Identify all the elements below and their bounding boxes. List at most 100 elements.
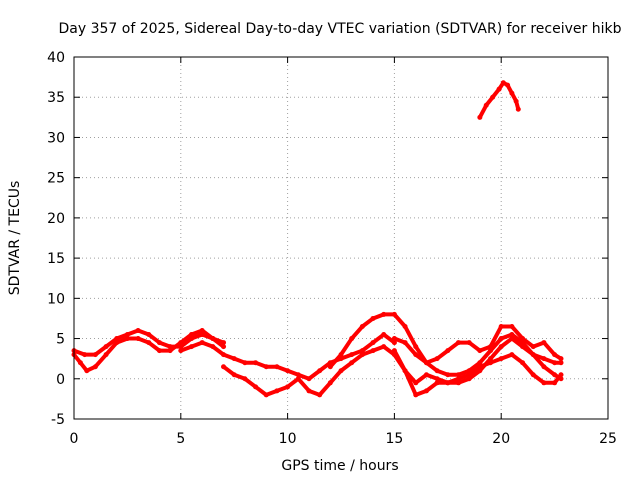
- data-point: [413, 392, 419, 398]
- data-point: [82, 352, 88, 358]
- data-point: [199, 332, 205, 338]
- data-point: [552, 360, 558, 366]
- series-line: [72, 328, 226, 373]
- data-point: [391, 340, 397, 346]
- series-track-6: [391, 323, 564, 366]
- x-tick-label: 5: [176, 431, 185, 447]
- data-point: [221, 352, 227, 358]
- data-point: [349, 360, 355, 366]
- data-point: [199, 328, 205, 334]
- data-point: [423, 388, 429, 394]
- data-point: [513, 98, 519, 104]
- data-point: [370, 348, 376, 354]
- data-point: [253, 384, 259, 390]
- data-point: [509, 332, 515, 338]
- data-point: [156, 340, 162, 346]
- data-point: [381, 344, 387, 350]
- data-point: [552, 372, 558, 378]
- data-point: [413, 344, 419, 350]
- y-tick-label: 0: [56, 372, 65, 388]
- data-point: [359, 323, 365, 329]
- data-point: [530, 352, 536, 358]
- data-point: [370, 340, 376, 346]
- data-point: [466, 340, 472, 346]
- data-point: [178, 348, 184, 354]
- data-point: [146, 332, 152, 338]
- data-point: [92, 364, 98, 370]
- data-point: [541, 380, 547, 386]
- data-point: [381, 332, 387, 338]
- data-point: [167, 344, 173, 350]
- data-point: [381, 311, 387, 317]
- data-point: [167, 348, 173, 354]
- data-point: [263, 392, 269, 398]
- y-tick-label: 20: [47, 211, 65, 227]
- ticks: 0 5 10 15 20 25 -5 0 5 10 15 20 25 30 35 40: [47, 50, 617, 447]
- data-point: [77, 360, 83, 366]
- data-point: [114, 336, 120, 342]
- x-tick-label: 20: [492, 431, 510, 447]
- data-point: [221, 340, 227, 346]
- data-point: [520, 336, 526, 342]
- data-point: [327, 380, 333, 386]
- data-point: [488, 344, 494, 350]
- data-point: [306, 376, 312, 382]
- data-point: [84, 368, 90, 374]
- data-point: [500, 80, 506, 86]
- data-point: [455, 372, 461, 378]
- data-point: [520, 360, 526, 366]
- data-point: [391, 348, 397, 354]
- data-point: [505, 82, 511, 88]
- data-point: [490, 94, 496, 100]
- data-point: [327, 364, 333, 370]
- data-point: [317, 392, 323, 398]
- data-point: [317, 368, 323, 374]
- grid: [74, 57, 608, 419]
- data-point: [156, 348, 162, 354]
- plot-frame: [73, 56, 609, 420]
- data-point: [498, 344, 504, 350]
- data-point: [541, 356, 547, 362]
- data-point: [210, 336, 216, 342]
- data-point: [509, 90, 515, 96]
- data-point: [509, 323, 515, 329]
- x-tick-label: 10: [279, 431, 297, 447]
- data-point: [199, 340, 205, 346]
- data-point: [402, 368, 408, 374]
- data-point: [477, 114, 483, 120]
- data-point: [263, 364, 269, 370]
- data-point: [391, 336, 397, 342]
- data-point: [488, 356, 494, 362]
- data-point: [455, 380, 461, 386]
- data-point: [295, 376, 301, 382]
- data-point: [124, 332, 130, 338]
- data-point: [552, 380, 558, 386]
- data-point: [221, 364, 227, 370]
- data-point: [552, 352, 558, 358]
- data-point: [496, 86, 502, 92]
- data-point: [445, 372, 451, 378]
- data-point: [242, 376, 248, 382]
- data-point: [231, 356, 237, 362]
- data-point: [402, 340, 408, 346]
- y-axis-label: SDTVAR / TECUs: [7, 181, 23, 296]
- data-point: [135, 328, 141, 334]
- chart-title: Day 357 of 2025, Sidereal Day-to-day VTE…: [59, 21, 622, 37]
- data-point: [541, 340, 547, 346]
- data-point: [477, 360, 483, 366]
- x-tick-label: 0: [70, 431, 79, 447]
- data-point: [558, 360, 564, 366]
- data-point: [274, 364, 280, 370]
- data-point: [359, 352, 365, 358]
- series-track-8: [477, 80, 521, 120]
- data-point: [349, 336, 355, 342]
- data-point: [359, 348, 365, 354]
- y-tick-label: 40: [47, 50, 65, 66]
- data-point: [178, 344, 184, 350]
- data-point: [285, 384, 291, 390]
- data-point: [221, 344, 227, 350]
- data-point: [135, 336, 141, 342]
- y-tick-label: 10: [47, 291, 65, 307]
